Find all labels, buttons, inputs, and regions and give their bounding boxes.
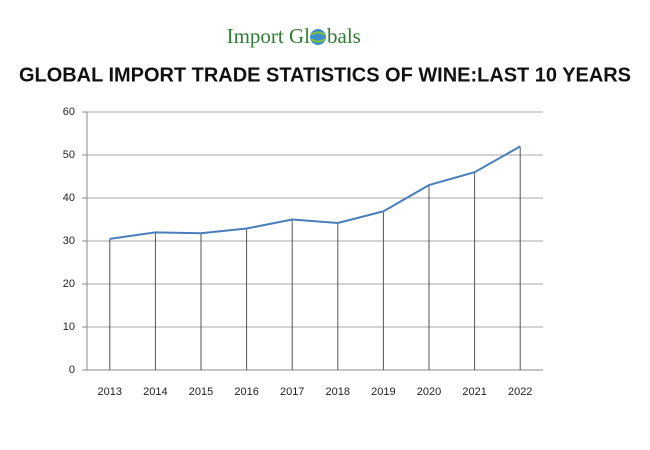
x-tick-label: 2018	[326, 386, 350, 398]
x-tick-label: 2013	[98, 386, 122, 398]
logo-text: Import Gl	[227, 24, 311, 48]
y-tick-label: 40	[63, 192, 75, 204]
y-tick-label: 30	[63, 235, 75, 247]
x-tick-label: 2016	[234, 386, 258, 398]
y-tick-label: 60	[63, 106, 75, 118]
x-tick-label: 2017	[280, 386, 304, 398]
y-tick-label: 50	[63, 149, 75, 161]
y-tick-label: 20	[63, 278, 75, 290]
x-tick-label: 2022	[508, 386, 532, 398]
chart-title: GLOBAL IMPORT TRADE STATISTICS OF WINE:L…	[19, 64, 631, 86]
x-tick-label: 2014	[143, 386, 167, 398]
data-line	[109, 145, 521, 240]
x-tick-label: 2015	[189, 386, 213, 398]
y-tick-label: 10	[63, 321, 75, 333]
x-tick-label: 2020	[417, 386, 441, 398]
logo-text: bals	[327, 24, 361, 48]
x-tick-label: 2019	[371, 386, 395, 398]
logo-globe	[310, 29, 326, 45]
x-tick-label: 2021	[462, 386, 486, 398]
y-tick-label: 0	[69, 364, 75, 376]
